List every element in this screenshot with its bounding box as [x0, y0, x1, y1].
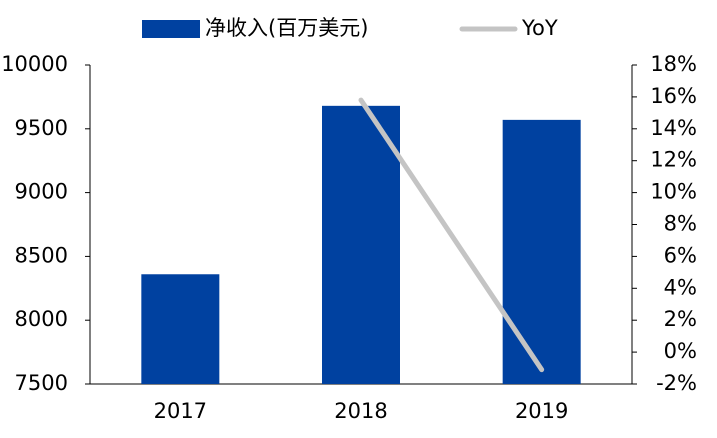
- x-tick-label: 2018: [334, 399, 387, 423]
- y2-tick-label: 0%: [664, 339, 697, 363]
- y2-tick-label: 2%: [664, 307, 697, 331]
- y-tick-label: 7500: [15, 371, 68, 395]
- y-tick-label: 8500: [15, 243, 68, 267]
- y2-tick-label: 18%: [650, 52, 697, 76]
- x-tick-label: 2019: [515, 399, 568, 423]
- y-tick-label: 8000: [15, 307, 68, 331]
- y2-tick-label: 12%: [650, 148, 697, 172]
- legend-label: 净收入(百万美元): [205, 16, 368, 40]
- bar: [322, 105, 400, 384]
- y2-tick-label: 6%: [664, 243, 697, 267]
- y2-tick-label: 14%: [650, 116, 697, 140]
- y-tick-label: 10000: [1, 52, 68, 76]
- legend-swatch: [142, 20, 200, 38]
- y2-tick-label: 8%: [664, 212, 697, 236]
- y2-tick-label: 10%: [650, 180, 697, 204]
- y2-tick-label: 4%: [664, 275, 697, 299]
- y2-tick-label: 16%: [650, 84, 697, 108]
- legend-label: YoY: [521, 16, 558, 40]
- x-tick-label: 2017: [154, 399, 207, 423]
- bar: [502, 119, 581, 385]
- y-tick-label: 9000: [15, 180, 68, 204]
- y-tick-label: 9500: [15, 116, 68, 140]
- y2-tick-label: -2%: [656, 371, 697, 395]
- bar: [141, 274, 220, 384]
- line: [358, 97, 545, 373]
